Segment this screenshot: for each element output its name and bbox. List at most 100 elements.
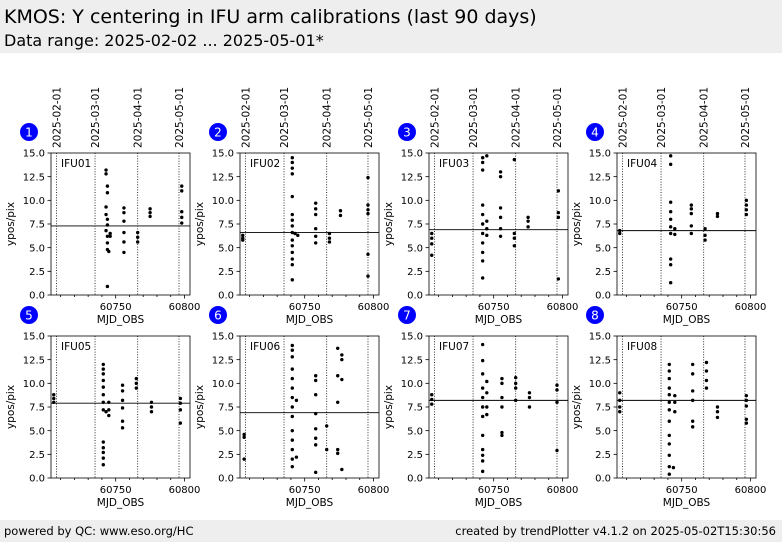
date-label-4-2: 2025-04-01 <box>699 87 711 148</box>
panel-3-point <box>498 215 503 220</box>
panel-6-ytick-label: 15.0 <box>212 332 234 343</box>
panel-3-point <box>485 154 489 158</box>
panel-5-point <box>107 408 111 412</box>
panel-3-number-marker <box>398 123 416 141</box>
panel-5-point <box>101 392 105 397</box>
panel-2-point <box>290 257 294 261</box>
panel-7-point <box>555 388 559 392</box>
panel-2-point <box>313 241 318 245</box>
panel-6-ytick-label: 5.0 <box>218 426 234 437</box>
date-label-1-1: 2025-03-01 <box>90 87 102 148</box>
panel-2-point <box>290 156 294 160</box>
panel-1-point <box>105 284 110 289</box>
panel-8-point <box>704 369 709 373</box>
panel-6-point <box>290 428 294 433</box>
panel-5-point <box>120 406 125 410</box>
page-subtitle: Data range: 2025-02-02 ... 2025-05-01* <box>4 31 324 50</box>
footer-generator: created by trendPlotter v4.1.2 on 2025-0… <box>455 524 776 538</box>
panel-2-point <box>313 227 318 231</box>
panel-6-point <box>313 411 318 416</box>
panel-5-ylabel: ypos/pix <box>5 385 17 429</box>
panel-1-point <box>122 250 126 255</box>
date-label-3-1: 2025-03-01 <box>468 87 480 148</box>
panel-5-point <box>120 389 125 393</box>
panel-7-point <box>485 379 489 384</box>
panel-2-point <box>290 230 294 235</box>
panel-5-point <box>52 396 56 401</box>
panel-2-point <box>290 194 294 199</box>
panel-6-point <box>290 464 294 469</box>
panel-2-ylabel: ypos/pix <box>194 202 206 246</box>
panel-7-xtick-label: 60800 <box>547 485 579 496</box>
panel-1-point <box>105 191 110 195</box>
panel-1-point <box>105 217 110 221</box>
panel-7-point <box>555 448 559 453</box>
panel-8-point <box>667 386 671 390</box>
panel-7-ytick-label: 7.5 <box>407 403 423 414</box>
panel-3-point <box>526 225 530 229</box>
panel-1-point <box>148 207 152 211</box>
panel-8-xlabel: MJD_OBS <box>663 497 711 509</box>
panel-7-point <box>480 386 485 390</box>
panel-3-point <box>480 168 485 172</box>
panel-2-point <box>290 212 294 217</box>
panel-5-ytick-label: 0.0 <box>29 474 45 485</box>
panel-7-point <box>480 342 485 347</box>
panel-3-ytick-label: 2.5 <box>407 267 423 278</box>
panel-7-number-label: 7 <box>403 309 411 323</box>
panel-1-point <box>122 230 126 235</box>
panel-4-point <box>668 209 673 214</box>
panel-4-ytick-label: 5.0 <box>595 243 611 254</box>
panel-6-point <box>325 424 329 428</box>
panel-8-ytick-label: 12.5 <box>589 355 611 366</box>
panel-8-point <box>618 398 622 403</box>
panel-8-point <box>667 400 671 404</box>
panel-8-point <box>673 393 677 398</box>
panel-8-point <box>715 410 720 414</box>
panel-8-number-label: 8 <box>591 309 599 323</box>
panel-6-ifu-label: IFU06 <box>250 341 281 353</box>
panel-7-point <box>500 430 504 435</box>
panel-5-point <box>120 419 125 423</box>
panel-2-point <box>290 263 294 267</box>
panel-5-point <box>101 446 105 450</box>
panel-2-point <box>296 233 300 238</box>
panel-8-xtick-label: 60800 <box>735 485 767 496</box>
panel-7-ifu-label: IFU07 <box>439 341 469 353</box>
panel-2-number-label: 2 <box>214 126 222 140</box>
panel-5-point <box>101 372 105 376</box>
panel-4-point <box>673 227 677 231</box>
panel-2-ytick-label: 12.5 <box>212 172 234 183</box>
panel-3-xlabel: MJD_OBS <box>475 314 523 326</box>
panel-5-point <box>178 396 183 401</box>
panel-8-frame <box>616 335 757 479</box>
panel-2-ytick-label: 10.0 <box>212 196 234 207</box>
panel-4-ytick-label: 10.0 <box>589 196 611 207</box>
panel-5-point <box>134 381 139 386</box>
panel-2-point <box>290 244 294 248</box>
panel-4-xtick-label: 60750 <box>666 302 698 313</box>
panel-3-point <box>512 231 517 236</box>
panel-5-point <box>101 450 105 455</box>
panel-6-point <box>336 400 340 404</box>
panel-1-frame <box>50 152 191 296</box>
panel-4-point <box>668 263 673 267</box>
panel-8-number-marker <box>586 306 604 324</box>
panel-2-point <box>366 252 370 256</box>
panel-7-point <box>480 433 485 438</box>
panel-5-point <box>134 386 139 390</box>
panel-1-point <box>104 168 108 172</box>
panel-2-point <box>338 209 343 213</box>
panel-5-point <box>120 426 125 430</box>
panel-1-number-marker <box>20 123 38 141</box>
panel-5-ytick-label: 2.5 <box>29 450 45 461</box>
panel-2-ytick-label: 2.5 <box>218 267 234 278</box>
panel-2-point <box>366 274 370 278</box>
panel-2-point <box>290 224 294 228</box>
panel-4-frame <box>616 152 757 296</box>
panel-6-point <box>290 355 294 359</box>
panel-3-ifu-label: IFU03 <box>439 158 469 170</box>
panel-6-point <box>290 395 294 400</box>
panel-2-ytick-label: 15.0 <box>212 149 234 160</box>
panel-6-point <box>290 447 294 452</box>
